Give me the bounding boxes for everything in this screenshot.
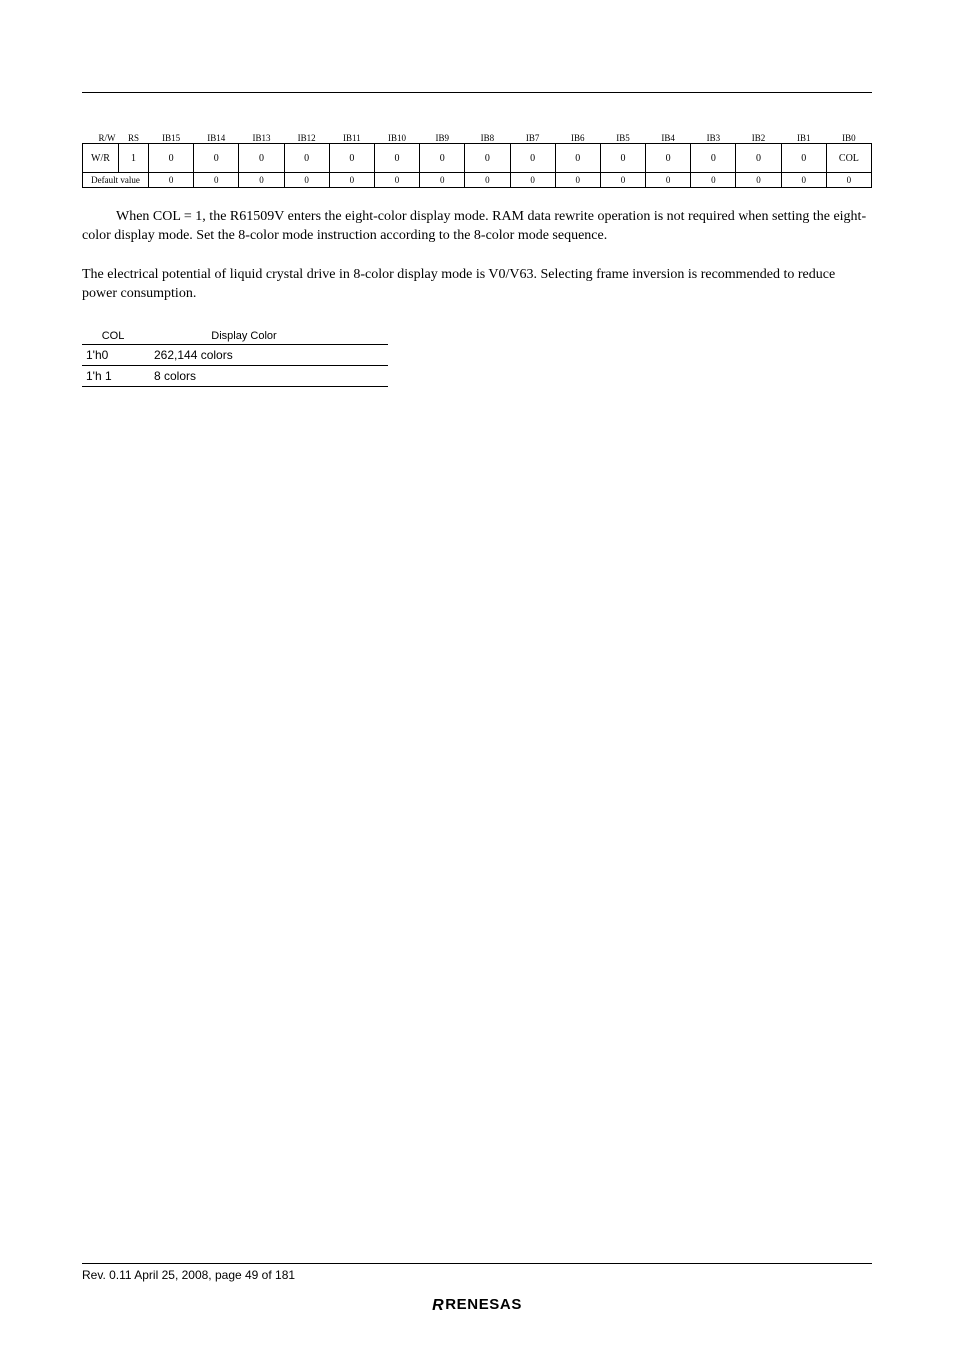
reg-header-cell: R/W [83,127,119,144]
reg-rw-cell: W/R [83,144,119,173]
col-table-section: COL Display Color 1'h0 262,144 colors 1'… [82,330,872,387]
footer-rule [82,1263,872,1264]
reg-default-cell: 0 [691,173,736,188]
reg-default-cell: 0 [284,173,329,188]
reg-default-cell: 0 [600,173,645,188]
reg-default-cell: 0 [736,173,781,188]
col-cell: 1'h0 [82,344,150,365]
reg-default-cell: 0 [826,173,871,188]
reg-default-cell: 0 [781,173,826,188]
reg-bit-cell: 0 [194,144,239,173]
reg-header-cell: IB15 [149,127,194,144]
col-table-header: COL Display Color [82,330,872,344]
reg-default-cell: 0 [194,173,239,188]
col-table: 1'h0 262,144 colors 1'h 1 8 colors [82,344,388,387]
reg-default-cell: 0 [329,173,374,188]
reg-header-cell: IB3 [691,127,736,144]
reg-bit-cell: 0 [284,144,329,173]
reg-default-cell: 0 [239,173,284,188]
renesas-r-icon: R [432,1297,444,1315]
reg-bit-cell: 0 [374,144,419,173]
paragraph-1: When COL = 1, the R61509V enters the eig… [82,208,872,246]
col-header-1: COL [82,330,144,342]
reg-header-cell: IB7 [510,127,555,144]
reg-bit-cell: 0 [465,144,510,173]
reg-header-cell: IB12 [284,127,329,144]
col-table-row: 1'h0 262,144 colors [82,344,388,365]
reg-default-cell: 0 [374,173,419,188]
reg-header-cell: IB14 [194,127,239,144]
col-cell: 262,144 colors [150,344,388,365]
reg-bit-cell: 0 [149,144,194,173]
reg-header-cell: IB8 [465,127,510,144]
register-bit-table: R/W RS IB15 IB14 IB13 IB12 IB11 IB10 IB9… [82,127,872,188]
reg-header-cell: IB9 [420,127,465,144]
reg-header-cell: IB13 [239,127,284,144]
reg-bit-cell: 0 [510,144,555,173]
reg-header-cell: IB2 [736,127,781,144]
reg-default-cell: 0 [555,173,600,188]
reg-rs-cell: 1 [119,144,149,173]
footer-brand-text: RENESAS [445,1296,522,1313]
register-default-row: Default value 0 0 0 0 0 0 0 0 0 0 0 0 0 … [83,173,872,188]
reg-default-cell: 0 [510,173,555,188]
top-rule [82,92,872,93]
reg-bit-cell: 0 [691,144,736,173]
reg-bit-cell: 0 [646,144,691,173]
reg-header-cell: IB10 [374,127,419,144]
reg-default-cell: 0 [149,173,194,188]
reg-default-label: Default value [83,173,149,188]
reg-bit-cell: 0 [555,144,600,173]
register-header-row: R/W RS IB15 IB14 IB13 IB12 IB11 IB10 IB9… [83,127,872,144]
reg-default-cell: 0 [646,173,691,188]
reg-default-cell: 0 [420,173,465,188]
reg-header-cell: IB1 [781,127,826,144]
reg-header-cell: RS [119,127,149,144]
reg-bit-cell: 0 [420,144,465,173]
page-footer: Rev. 0.11 April 25, 2008, page 49 of 181… [82,1263,872,1314]
footer-brand-logo: RRENESAS [82,1296,872,1314]
reg-header-cell: IB5 [600,127,645,144]
reg-bit-cell: 0 [329,144,374,173]
reg-header-cell: IB11 [329,127,374,144]
reg-bit-cell: 0 [239,144,284,173]
col-table-row: 1'h 1 8 colors [82,365,388,386]
reg-bit-cell: 0 [781,144,826,173]
footer-revision: Rev. 0.11 April 25, 2008, page 49 of 181 [82,1268,872,1282]
reg-header-cell: IB4 [646,127,691,144]
reg-header-cell: IB6 [555,127,600,144]
reg-bit-cell: 0 [600,144,645,173]
col-header-2: Display Color [144,330,344,342]
col-cell: 8 colors [150,365,388,386]
reg-bit-cell: COL [826,144,871,173]
reg-default-cell: 0 [465,173,510,188]
paragraph-2: The electrical potential of liquid cryst… [82,266,872,304]
reg-bit-cell: 0 [736,144,781,173]
reg-header-cell: IB0 [826,127,871,144]
page: R/W RS IB15 IB14 IB13 IB12 IB11 IB10 IB9… [0,0,954,1350]
register-value-row: W/R 1 0 0 0 0 0 0 0 0 0 0 0 0 0 0 0 COL [83,144,872,173]
col-cell: 1'h 1 [82,365,150,386]
